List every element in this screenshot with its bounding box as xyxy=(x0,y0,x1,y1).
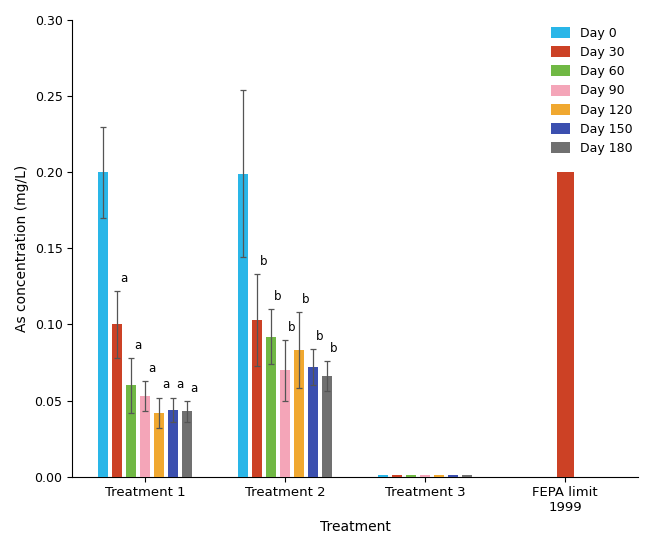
Bar xyxy=(308,367,319,477)
Text: b: b xyxy=(330,342,338,355)
Bar xyxy=(280,370,291,477)
Text: b: b xyxy=(261,255,268,268)
Bar xyxy=(420,475,430,477)
Bar xyxy=(182,411,193,477)
Bar xyxy=(140,396,150,477)
Bar xyxy=(266,337,276,477)
Text: a: a xyxy=(120,272,127,285)
Text: a: a xyxy=(190,382,197,395)
Bar xyxy=(294,350,304,477)
Text: a: a xyxy=(162,378,170,391)
Legend: Day 0, Day 30, Day 60, Day 90, Day 120, Day 150, Day 180: Day 0, Day 30, Day 60, Day 90, Day 120, … xyxy=(546,21,637,160)
Bar xyxy=(322,376,332,477)
Bar xyxy=(462,475,472,477)
Text: b: b xyxy=(288,321,296,334)
Bar xyxy=(406,475,417,477)
Bar xyxy=(392,475,402,477)
Text: a: a xyxy=(176,378,183,391)
Bar xyxy=(168,410,178,477)
Text: a: a xyxy=(148,362,155,375)
Bar xyxy=(238,174,248,477)
Text: b: b xyxy=(302,293,310,306)
Bar xyxy=(98,172,108,477)
Bar xyxy=(126,385,136,477)
Bar xyxy=(434,475,445,477)
Bar xyxy=(112,324,122,477)
Y-axis label: As concentration (mg/L): As concentration (mg/L) xyxy=(15,165,29,332)
Bar xyxy=(378,475,389,477)
Bar xyxy=(252,320,263,477)
Bar xyxy=(154,413,165,477)
Text: a: a xyxy=(135,339,142,352)
Text: b: b xyxy=(274,290,282,303)
Text: b: b xyxy=(316,330,324,343)
Bar xyxy=(448,475,458,477)
Bar xyxy=(557,172,573,477)
X-axis label: Treatment: Treatment xyxy=(320,520,390,534)
